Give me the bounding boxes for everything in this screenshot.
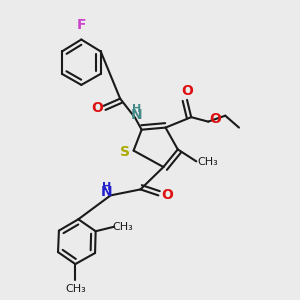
Text: CH₃: CH₃ bbox=[197, 157, 218, 167]
Text: CH₃: CH₃ bbox=[65, 284, 86, 295]
Text: H: H bbox=[102, 182, 112, 192]
Text: O: O bbox=[181, 84, 193, 98]
Text: N: N bbox=[131, 108, 142, 122]
Text: O: O bbox=[91, 101, 103, 115]
Text: O: O bbox=[161, 188, 173, 202]
Text: CH₃: CH₃ bbox=[113, 222, 134, 232]
Text: F: F bbox=[76, 18, 86, 32]
Text: H: H bbox=[132, 104, 141, 114]
Text: S: S bbox=[120, 145, 130, 159]
Text: N: N bbox=[101, 185, 113, 200]
Text: O: O bbox=[209, 112, 221, 126]
